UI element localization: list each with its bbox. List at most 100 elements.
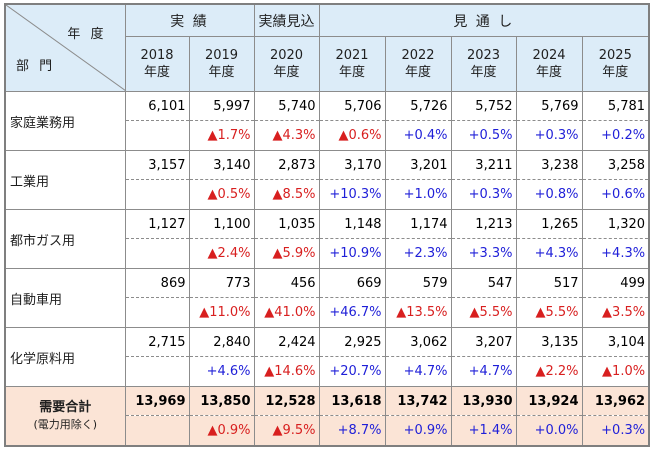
change-cell: +0.3% bbox=[450, 179, 517, 210]
value-cell: 3,238 bbox=[515, 150, 583, 180]
value-cell: 3,211 bbox=[450, 150, 517, 180]
change-cell: +4.7% bbox=[384, 356, 452, 387]
value-cell: 3,170 bbox=[318, 150, 386, 180]
value-cell: 579 bbox=[384, 268, 452, 298]
change-row: ▲2.4% ▲5.9% +10.9% +2.3% +3.3% +4.3% +4.3% bbox=[5, 238, 650, 269]
year-axis-label: 年 度 bbox=[67, 27, 107, 42]
change-cell: +4.3% bbox=[581, 238, 650, 269]
year-header: 2023 年度 bbox=[450, 36, 517, 92]
change-cell: +1.4% bbox=[450, 415, 517, 447]
change-row: ▲11.0% ▲41.0% +46.7% ▲13.5% ▲5.5% ▲5.5% ▲3.5% bbox=[5, 297, 650, 328]
change-cell: ▲0.9% bbox=[188, 415, 255, 447]
change-cell: ▲4.3% bbox=[253, 120, 320, 151]
year-suffix: 年度 bbox=[602, 65, 629, 80]
value-cell: 1,213 bbox=[450, 209, 517, 239]
sector-label: 自動車用 bbox=[4, 268, 126, 328]
change-cell: +0.5% bbox=[450, 120, 517, 151]
change-cell: ▲0.6% bbox=[318, 120, 386, 151]
year-number: 2019 bbox=[204, 48, 239, 63]
value-cell: 2,873 bbox=[253, 150, 320, 180]
group-estimate: 実績見込 bbox=[253, 3, 320, 37]
year-suffix: 年度 bbox=[536, 65, 563, 80]
sector-label: 家庭業務用 bbox=[4, 91, 126, 151]
value-cell: 12,528 bbox=[253, 386, 320, 416]
year-suffix: 年度 bbox=[405, 65, 432, 80]
sector-label: 化学原料用 bbox=[4, 327, 126, 387]
value-cell: 869 bbox=[124, 268, 190, 298]
change-cell: +10.3% bbox=[318, 179, 386, 210]
value-cell: 13,742 bbox=[384, 386, 452, 416]
value-cell: 5,769 bbox=[515, 91, 583, 121]
change-cell bbox=[124, 238, 190, 269]
value-cell: 1,148 bbox=[318, 209, 386, 239]
value-cell: 13,618 bbox=[318, 386, 386, 416]
year-header: 2020 年度 bbox=[253, 36, 320, 92]
change-cell: +0.2% bbox=[581, 120, 650, 151]
corner-diagonal bbox=[6, 5, 124, 91]
change-cell: ▲3.5% bbox=[581, 297, 650, 328]
year-header: 2025 年度 bbox=[581, 36, 650, 92]
value-row: 自動車用 869 773 456 669 579 547 517 499 bbox=[4, 268, 650, 328]
year-suffix: 年度 bbox=[339, 65, 366, 80]
year-number: 2018 bbox=[140, 48, 174, 63]
year-suffix: 年度 bbox=[273, 65, 300, 80]
change-cell: +1.0% bbox=[384, 179, 452, 210]
value-cell: 3,207 bbox=[450, 327, 517, 357]
value-cell: 13,969 bbox=[124, 386, 190, 416]
value-cell: 517 bbox=[515, 268, 583, 298]
change-cell: ▲2.4% bbox=[188, 238, 255, 269]
value-cell: 456 bbox=[253, 268, 320, 298]
change-row: ▲0.5% ▲8.5% +10.3% +1.0% +0.3% +0.8% +0.6% bbox=[5, 179, 650, 210]
value-row: 都市ガス用 1,127 1,100 1,035 1,148 1,174 1,213 1,265… bbox=[4, 209, 650, 269]
change-cell: +46.7% bbox=[318, 297, 386, 328]
year-number: 2024 bbox=[532, 48, 566, 63]
change-cell bbox=[124, 297, 190, 328]
change-cell bbox=[124, 179, 190, 210]
value-cell: 3,201 bbox=[384, 150, 452, 180]
value-cell: 3,157 bbox=[124, 150, 190, 180]
sector-label: 工業用 bbox=[4, 150, 126, 210]
value-cell: 5,997 bbox=[188, 91, 255, 121]
value-cell: 5,740 bbox=[253, 91, 320, 121]
change-cell: ▲9.5% bbox=[253, 415, 320, 447]
change-cell: ▲11.0% bbox=[188, 297, 255, 328]
sector-axis-label: 部 門 bbox=[16, 59, 56, 74]
change-cell: ▲13.5% bbox=[384, 297, 452, 328]
change-cell: ▲8.5% bbox=[253, 179, 320, 210]
year-number: 2023 bbox=[466, 48, 501, 63]
value-cell: 2,925 bbox=[318, 327, 386, 357]
change-cell: +10.9% bbox=[318, 238, 386, 269]
change-cell bbox=[124, 120, 190, 151]
change-cell: ▲5.9% bbox=[253, 238, 320, 269]
value-cell: 13,924 bbox=[515, 386, 583, 416]
sector-label: 需要合計 (電力用除く) bbox=[4, 386, 126, 447]
year-suffix: 年度 bbox=[208, 65, 235, 80]
total-note: (電力用除く) bbox=[33, 418, 98, 431]
year-number: 2020 bbox=[269, 48, 304, 63]
value-cell: 773 bbox=[188, 268, 255, 298]
change-cell: +0.0% bbox=[515, 415, 583, 447]
change-cell: +4.3% bbox=[515, 238, 583, 269]
change-cell bbox=[124, 415, 190, 447]
change-row: ▲0.9% ▲9.5% +8.7% +0.9% +1.4% +0.0% +0.3% bbox=[5, 415, 650, 447]
change-cell: ▲14.6% bbox=[253, 356, 320, 387]
change-cell: +4.7% bbox=[450, 356, 517, 387]
year-suffix: 年度 bbox=[143, 65, 170, 80]
change-cell: ▲1.7% bbox=[188, 120, 255, 151]
change-cell: +0.3% bbox=[515, 120, 583, 151]
change-cell: +0.9% bbox=[384, 415, 452, 447]
value-cell: 3,062 bbox=[384, 327, 452, 357]
year-header: 2022 年度 bbox=[384, 36, 452, 92]
value-row: 工業用 3,157 3,140 2,873 3,170 3,201 3,211 3,238 3,… bbox=[4, 150, 650, 210]
value-cell: 13,850 bbox=[188, 386, 255, 416]
year-number: 2025 bbox=[598, 48, 632, 63]
value-cell: 3,140 bbox=[188, 150, 255, 180]
year-number: 2021 bbox=[335, 48, 369, 63]
value-cell: 547 bbox=[450, 268, 517, 298]
change-cell: ▲5.5% bbox=[515, 297, 583, 328]
change-cell: +20.7% bbox=[318, 356, 386, 387]
corner-header: 年 度 部 門 bbox=[4, 3, 126, 92]
value-cell: 499 bbox=[581, 268, 650, 298]
demand-table: 年 度 部 門 実 績 実績見込 見 通 し 2018 年度 2019 年度 2020 年… bbox=[4, 3, 650, 447]
change-cell: +2.3% bbox=[384, 238, 452, 269]
